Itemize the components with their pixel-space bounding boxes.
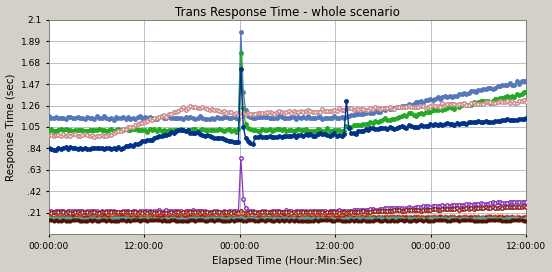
X-axis label: Elapsed Time (Hour:Min:Sec): Elapsed Time (Hour:Min:Sec) [213, 256, 363, 267]
Title: Trans Response Time - whole scenario: Trans Response Time - whole scenario [175, 5, 400, 18]
Y-axis label: Response Time (sec): Response Time (sec) [6, 73, 15, 181]
